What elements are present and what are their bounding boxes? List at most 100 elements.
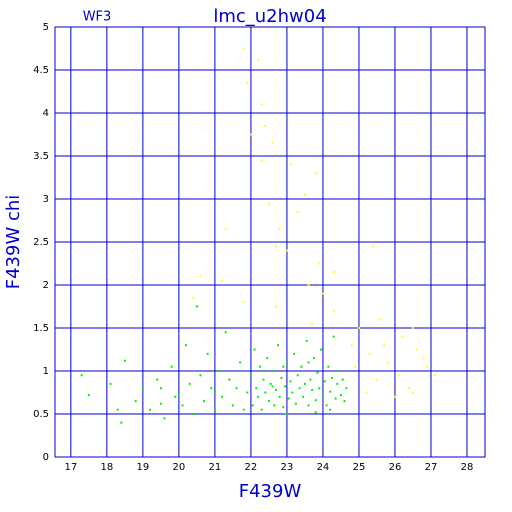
- y-tick-label: 5: [43, 22, 49, 33]
- point: [339, 394, 342, 397]
- point: [213, 391, 216, 394]
- point: [231, 404, 234, 407]
- point: [221, 395, 224, 398]
- point: [213, 408, 216, 411]
- point: [116, 408, 119, 411]
- point: [221, 279, 224, 282]
- point: [312, 357, 315, 360]
- point: [149, 408, 152, 411]
- point: [109, 382, 112, 385]
- point: [329, 390, 332, 393]
- point: [159, 402, 162, 405]
- point: [159, 387, 162, 390]
- point: [314, 172, 317, 175]
- point: [264, 391, 267, 394]
- point: [296, 374, 299, 377]
- point: [255, 387, 258, 390]
- point: [321, 292, 324, 295]
- point: [134, 400, 137, 403]
- point: [320, 348, 323, 351]
- x-tick-label: 26: [389, 462, 402, 473]
- point: [341, 378, 344, 381]
- point: [163, 417, 166, 420]
- point: [285, 413, 288, 415]
- point: [318, 262, 321, 265]
- point: [415, 348, 418, 351]
- point: [246, 391, 249, 394]
- point: [375, 378, 378, 381]
- point: [271, 142, 274, 145]
- point: [264, 124, 267, 127]
- point: [397, 374, 400, 377]
- point: [280, 376, 283, 379]
- x-tick-label: 17: [64, 462, 77, 473]
- point: [120, 421, 123, 424]
- point: [275, 388, 278, 391]
- point: [293, 352, 296, 355]
- y-tick-label: 0: [43, 452, 49, 463]
- point: [426, 365, 429, 368]
- point: [318, 387, 321, 390]
- point: [327, 365, 330, 368]
- point: [262, 378, 265, 381]
- point: [329, 408, 332, 411]
- point: [321, 395, 324, 398]
- point: [303, 382, 306, 385]
- point: [311, 388, 314, 391]
- point: [206, 352, 209, 355]
- chart-title: lmc_u2hw04: [213, 6, 326, 27]
- point: [294, 402, 297, 405]
- point: [345, 387, 348, 390]
- x-axis-label: F439W: [239, 481, 302, 502]
- point: [332, 335, 335, 338]
- point: [269, 382, 272, 385]
- point: [266, 357, 269, 360]
- x-tick-label: 27: [425, 462, 438, 473]
- point: [170, 365, 173, 368]
- point: [278, 228, 281, 231]
- point: [199, 374, 202, 377]
- point: [199, 275, 202, 278]
- point: [87, 394, 90, 397]
- x-tick-label: 21: [209, 462, 222, 473]
- point: [271, 370, 274, 372]
- point: [314, 411, 317, 414]
- point: [239, 361, 242, 364]
- point: [291, 391, 294, 394]
- point: [285, 361, 288, 364]
- point: [188, 382, 191, 385]
- y-tick-label: 1: [43, 366, 49, 377]
- point: [282, 365, 285, 368]
- y-tick-label: 4: [43, 108, 49, 119]
- x-tick-label: 19: [137, 462, 150, 473]
- point: [267, 202, 270, 205]
- y-tick-label: 2.5: [33, 237, 49, 248]
- point: [80, 374, 83, 377]
- point: [275, 245, 278, 248]
- point: [314, 399, 317, 402]
- point: [300, 365, 303, 368]
- point: [217, 370, 220, 372]
- point: [228, 378, 231, 381]
- x-tick-label: 23: [281, 462, 294, 473]
- point: [311, 322, 314, 325]
- point: [271, 385, 274, 388]
- point: [174, 395, 177, 398]
- point: [284, 385, 287, 388]
- point: [433, 374, 436, 377]
- point: [181, 404, 184, 407]
- point: [260, 408, 263, 411]
- x-tick-label: 20: [173, 462, 186, 473]
- point: [203, 400, 206, 403]
- point: [422, 357, 425, 360]
- x-tick-label: 25: [353, 462, 366, 473]
- point: [273, 404, 276, 407]
- y-axis-label: F439W chi: [3, 195, 24, 290]
- point: [192, 296, 195, 299]
- point: [332, 271, 335, 274]
- point: [289, 380, 292, 383]
- point: [156, 378, 159, 381]
- x-tick-label: 28: [461, 462, 474, 473]
- point: [393, 395, 396, 398]
